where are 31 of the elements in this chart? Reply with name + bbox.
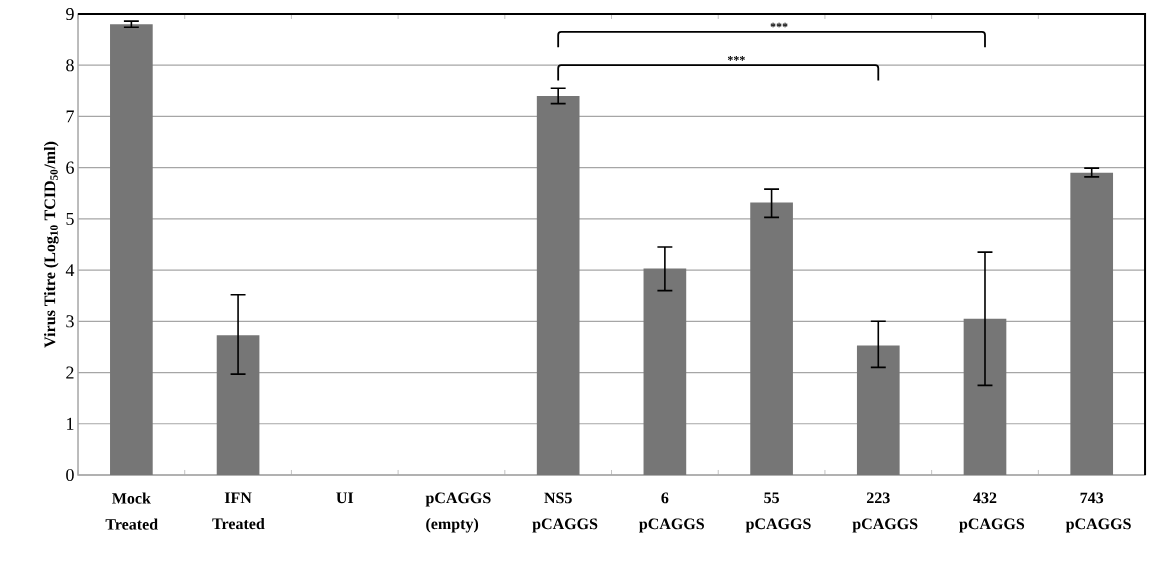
y-tick-label: 3	[66, 315, 74, 328]
bar	[1070, 172, 1114, 475]
y-axis-title: Virus Titre (Log$_{10}$ TCID$_{50}$/ml)	[43, 141, 59, 348]
y-tick-label: 1	[67, 417, 74, 430]
bar	[110, 24, 153, 475]
y-tick-label: 6	[66, 161, 74, 174]
x-tick-label: pCAGGS (empty)	[425, 492, 491, 533]
bar	[750, 202, 793, 475]
y-tick-label: 9	[66, 7, 74, 21]
y-tick-label: 4	[65, 264, 75, 277]
x-tick-label: 55 pCAGGS	[745, 492, 811, 533]
y-tick-label: 5	[66, 212, 74, 225]
annotation: ***	[770, 22, 788, 28]
bar	[963, 318, 1007, 475]
y-tick-label: 2	[66, 366, 74, 379]
annotation: ***	[727, 56, 745, 61]
x-tick-label: 6 pCAGGS	[639, 492, 704, 533]
bar	[536, 95, 580, 475]
bar	[643, 268, 687, 475]
x-tick-label: 432 pCAGGS	[959, 492, 1025, 533]
x-tick-label: IFN Treated	[212, 492, 265, 530]
x-tick-label: 743 pCAGGS	[1065, 492, 1131, 533]
y-tick-label: 8	[66, 59, 74, 72]
bar	[856, 345, 900, 475]
bar	[216, 335, 260, 475]
x-tick-label: Mock Treated	[105, 492, 158, 530]
x-tick-label: 223 pCAGGS	[852, 492, 918, 533]
y-tick-label: 0	[66, 468, 74, 482]
x-tick-label: UI	[336, 492, 354, 504]
y-tick-label: 7	[66, 110, 74, 123]
x-tick-label: NS5 pCAGGS	[532, 492, 598, 533]
